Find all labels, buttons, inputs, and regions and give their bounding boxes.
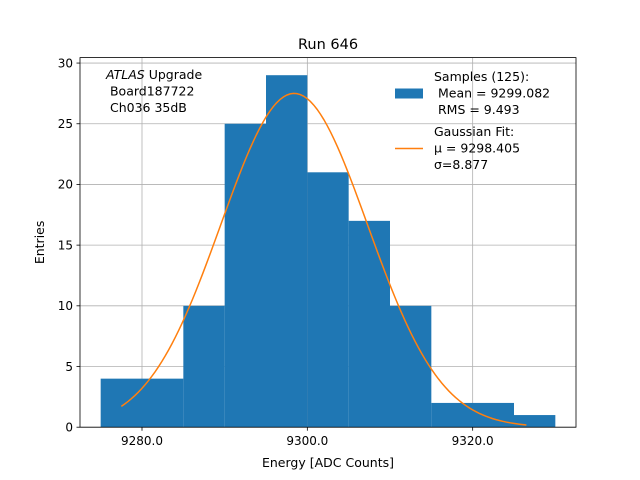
gaussian-fit-curve	[120, 92, 527, 426]
y-axis-label: Entries	[32, 221, 47, 265]
histogram-bar	[348, 220, 390, 428]
y-axis-ticks: 0 5 10 15 20 25 30	[58, 56, 80, 435]
annotation-italic: ATLAS	[105, 67, 145, 82]
x-axis-ticks: 9280.0 9300.0 9320.0	[121, 427, 494, 448]
x-tick-label: 9300.0	[286, 434, 328, 448]
chart-title: Run 646	[298, 37, 358, 53]
plot-frame	[79, 57, 577, 428]
histogram-bar	[307, 172, 349, 428]
legend-text: σ=8.877	[434, 157, 488, 172]
histogram-bar	[514, 415, 556, 428]
y-tick-label: 20	[58, 178, 73, 192]
y-tick-label: 15	[58, 238, 73, 252]
histogram-bar	[100, 378, 184, 428]
legend: Samples (125): Mean = 9299.082 RMS = 9.4…	[395, 69, 550, 172]
histogram-bar	[431, 402, 514, 428]
annotation-text: Upgrade	[145, 67, 203, 82]
annotation-line: Board187722	[106, 84, 194, 99]
legend-text: Gaussian Fit:	[434, 124, 514, 139]
legend-hist-swatch	[395, 88, 423, 99]
annotation-line: ATLAS Upgrade	[105, 67, 202, 82]
x-tick-label: 9280.0	[121, 434, 163, 448]
histogram-bar	[183, 305, 225, 428]
y-tick-label: 0	[65, 421, 73, 435]
y-tick-label: 30	[58, 56, 73, 70]
y-tick-label: 5	[65, 360, 73, 374]
legend-text: Samples (125):	[434, 69, 529, 84]
legend-text: μ = 9298.405	[434, 141, 520, 156]
histogram-bar	[390, 305, 432, 428]
legend-text: Mean = 9299.082	[434, 86, 550, 101]
annotation-text: Board187722	[106, 84, 194, 99]
histogram-bar	[224, 123, 266, 428]
histogram-bar	[266, 75, 308, 428]
atlas-annotation: ATLAS Upgrade Board187722 Ch036 35dB	[105, 67, 202, 115]
legend-text: RMS = 9.493	[434, 102, 520, 117]
histogram-bars	[100, 75, 556, 428]
x-tick-label: 9320.0	[452, 434, 494, 448]
annotation-text: Ch036 35dB	[106, 100, 187, 115]
x-axis-label: Energy [ADC Counts]	[262, 455, 394, 470]
y-tick-label: 25	[58, 117, 73, 131]
annotation-line: Ch036 35dB	[106, 100, 187, 115]
y-tick-label: 10	[58, 299, 73, 313]
